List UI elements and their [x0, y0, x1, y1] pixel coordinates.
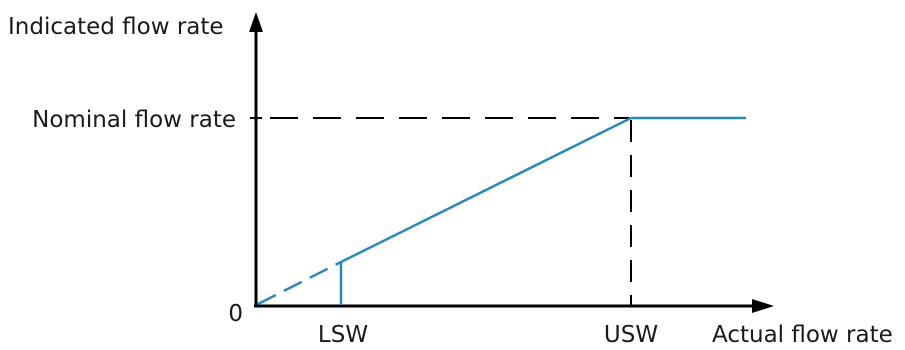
y-axis-arrow — [249, 12, 263, 32]
linear-range-line — [340, 116, 632, 264]
x-axis-label: Actual flow rate — [712, 322, 893, 348]
y-axis-label: Indicated flow rate — [8, 14, 224, 40]
lsw-label: LSW — [318, 322, 368, 348]
usw-label: USW — [604, 322, 658, 348]
x-axis-arrow — [752, 299, 774, 313]
extrapolated-dashed-segment — [257, 260, 342, 306]
nominal-label: Nominal flow rate — [32, 107, 236, 133]
origin-label: 0 — [228, 301, 243, 327]
